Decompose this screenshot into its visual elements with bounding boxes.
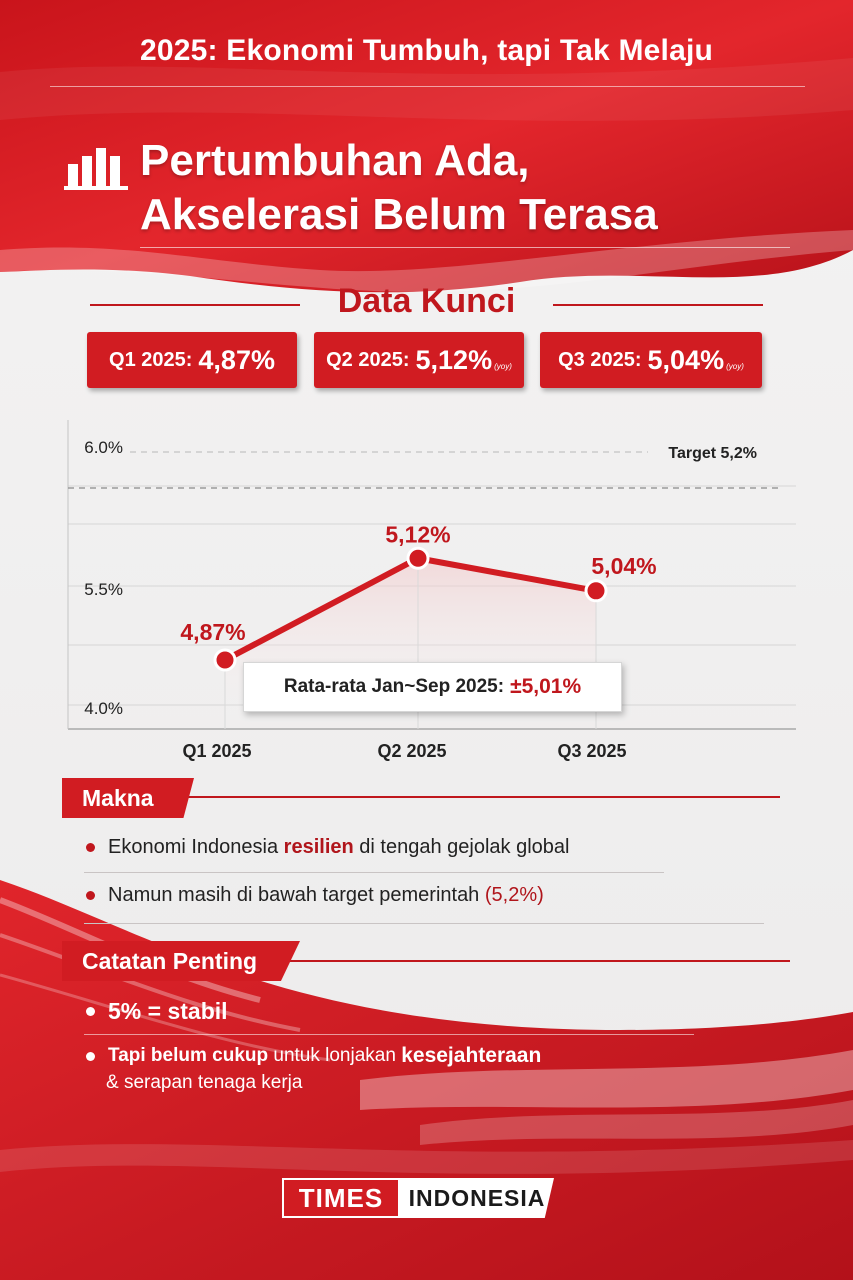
catatan-separator (84, 1034, 694, 1035)
catatan-bullet-1: 5% = stabil (86, 998, 228, 1025)
y-tick-label-2: 5.5% (84, 580, 123, 599)
logo-indonesia: INDONESIA (400, 1178, 554, 1218)
makna-title: Makna (62, 778, 194, 818)
makna-b1-pre: Ekonomi Indonesia (108, 836, 279, 858)
makna-b1-post: di tengah gejolak global (359, 836, 570, 858)
growth-line-chart: Target 5,2% 6.0% 5.5% 4.0% 4,87% 5,12% 5,0… (67, 420, 796, 761)
key-data-q3-label: Q3 2025: (558, 348, 642, 371)
logo-times: TIMES (282, 1178, 400, 1218)
key-data-q3-unit: (yoy) (726, 361, 744, 371)
catatan-bullet-2: Tapi belum cukup untuk lonjakan kesejaht… (86, 1044, 541, 1068)
x-tick-label-1: Q1 2025 (182, 741, 251, 761)
data-kunci-rule-right (553, 304, 763, 306)
main-title-line1: Pertumbuhan Ada, (140, 136, 530, 185)
catatan-b2-b: untuk lonjakan (273, 1045, 396, 1066)
average-annotation: Rata-rata Jan~Sep 2025: ±5,01% (243, 662, 622, 712)
catatan-b2-d: & serapan tenaga kerja (106, 1072, 303, 1093)
y-tick-label-1: 6.0% (84, 438, 123, 457)
title-divider (140, 247, 790, 248)
makna-b2-pre: Namun masih di bawah target pemerintah (108, 884, 480, 906)
top-divider (50, 86, 805, 87)
catatan-b1: 5% = stabil (108, 998, 228, 1024)
makna-rule (150, 796, 780, 798)
key-data-q2-value: 5,12% (415, 344, 493, 375)
key-data-q2-unit: (yoy) (494, 361, 512, 371)
y-tick-label-3: 4.0% (84, 699, 123, 718)
data-label-2: 5,12% (385, 521, 450, 547)
bar-chart-icon (64, 148, 128, 190)
data-point-1 (213, 648, 237, 672)
x-tick-labels: Q1 2025 Q2 2025 Q3 2025 (182, 741, 626, 761)
makna-bullet-1: Ekonomi Indonesia resilien di tengah gej… (86, 836, 569, 859)
times-indonesia-logo: TIMES INDONESIA (282, 1178, 554, 1218)
data-point-2 (406, 546, 430, 570)
makna-bullet-2: Namun masih di bawah target pemerintah (… (86, 884, 544, 907)
data-kunci-rule-left (90, 304, 300, 306)
bullet-dot-icon (86, 843, 95, 852)
top-title: 2025: Ekonomi Tumbuh, tapi Tak Melaju (139, 34, 714, 67)
data-label-3: 5,04% (591, 553, 656, 579)
data-point-3 (584, 579, 608, 603)
key-data-q3: Q3 2025: 5,04% (yoy) (540, 332, 762, 388)
x-tick-label-2: Q2 2025 (377, 741, 446, 761)
makna-b2-highlight: (5,2%) (484, 884, 544, 906)
main-title-line2: Akselerasi Belum Terasa (140, 190, 658, 239)
key-data-q2: Q2 2025: 5,12% (yoy) (314, 332, 524, 388)
target-label: Target 5,2% (668, 445, 757, 462)
catatan-b2-a: Tapi belum cukup (108, 1045, 269, 1066)
makna-separator-2 (84, 923, 764, 924)
makna-b1-highlight: resilien (283, 836, 354, 858)
x-tick-label-3: Q3 2025 (557, 741, 626, 761)
bullet-dot-icon (86, 891, 95, 900)
bullet-dot-icon (86, 1007, 95, 1016)
makna-separator (84, 872, 664, 873)
data-kunci-title: Data Kunci (337, 282, 516, 320)
average-label: Rata-rata Jan~Sep 2025: (283, 676, 505, 697)
key-data-q3-value: 5,04% (647, 344, 725, 375)
catatan-b2-c: kesejahteraan (401, 1044, 542, 1067)
key-data-q1: Q1 2025: 4,87% (87, 332, 297, 388)
bullet-dot-icon (86, 1051, 95, 1061)
catatan-rule (250, 960, 790, 962)
main-title: Pertumbuhan Ada, Akselerasi Belum Terasa (140, 134, 658, 242)
series-points (213, 546, 608, 672)
key-data-q1-value: 4,87% (198, 344, 275, 375)
key-data-q2-label: Q2 2025: (326, 348, 410, 371)
data-labels: 4,87% 5,12% 5,04% (180, 521, 656, 645)
average-value: ±5,01% (510, 675, 582, 698)
catatan-title: Catatan Penting (62, 941, 300, 981)
key-data-q1-label: Q1 2025: (109, 348, 193, 371)
data-label-1: 4,87% (180, 619, 245, 645)
